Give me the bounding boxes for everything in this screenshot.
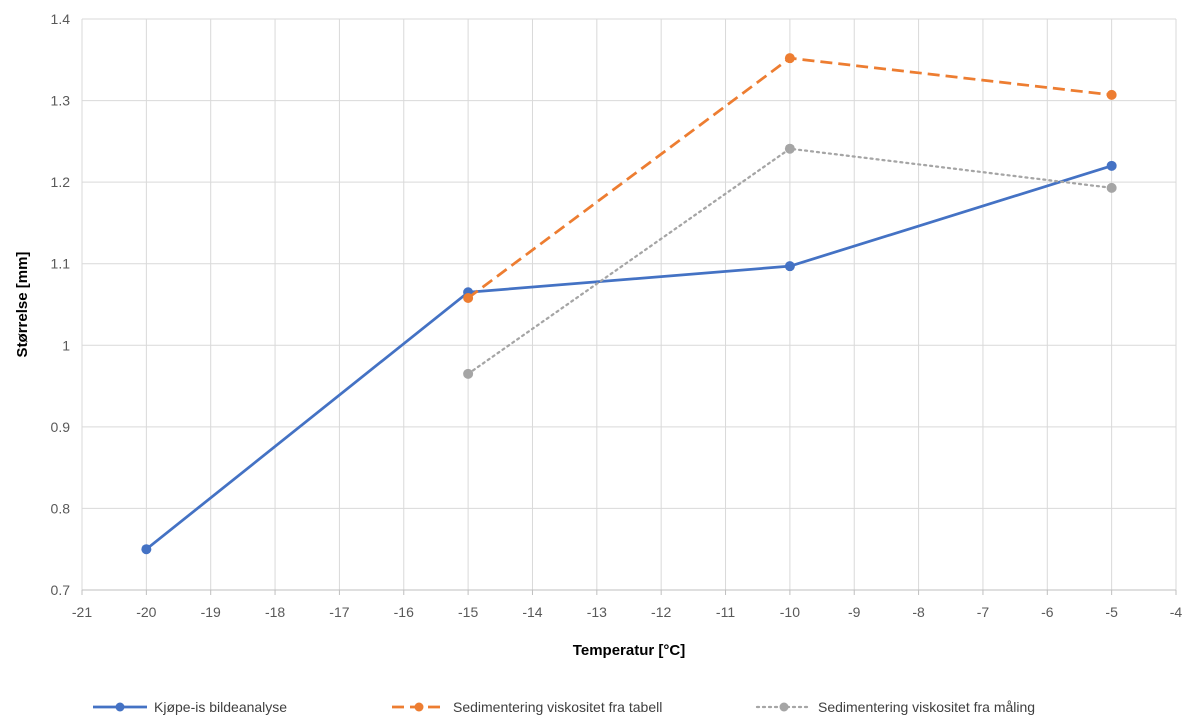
x-tick-label: -17 xyxy=(329,604,349,620)
y-tick-label: 1.1 xyxy=(51,256,71,272)
x-tick-label: -20 xyxy=(136,604,156,620)
x-tick-label: -14 xyxy=(522,604,542,620)
x-tick-label: -16 xyxy=(394,604,414,620)
y-tick-label: 1.3 xyxy=(51,93,71,109)
axes: -21 -20 -19 -18 -17 -16 -15 -14 -13 -12 -11 -10 -9 -8… xyxy=(51,11,1183,620)
y-tick-label: 1.4 xyxy=(51,11,71,27)
x-tick-label: -19 xyxy=(201,604,221,620)
data-point xyxy=(1106,89,1117,100)
series xyxy=(141,53,1117,555)
legend-item: Sedimentering viskositet fra måling xyxy=(755,699,1035,715)
x-tick-label: -21 xyxy=(72,604,92,620)
legend: Kjøpe-is bildeanalyse Sedimentering visko… xyxy=(93,699,1035,715)
legend-item: Kjøpe-is bildeanalyse xyxy=(93,699,287,715)
legend-label: Kjøpe-is bildeanalyse xyxy=(154,699,287,715)
series-1 xyxy=(141,160,1117,555)
data-point xyxy=(463,292,474,303)
x-tick-label: -9 xyxy=(848,604,861,620)
series-line xyxy=(145,164,1113,551)
x-tick-label: -10 xyxy=(780,604,800,620)
legend-swatch-marker xyxy=(115,702,125,712)
x-tick-label: -5 xyxy=(1105,604,1118,620)
data-point xyxy=(141,544,152,555)
x-tick-label: -18 xyxy=(265,604,285,620)
legend-label: Sedimentering viskositet fra måling xyxy=(818,699,1035,715)
x-tick-label: -13 xyxy=(587,604,607,620)
data-point xyxy=(784,143,795,154)
x-tick-label: -6 xyxy=(1041,604,1054,620)
data-point xyxy=(784,53,795,64)
x-tick-label: -8 xyxy=(912,604,925,620)
series-2 xyxy=(463,53,1117,303)
data-point xyxy=(1106,182,1117,193)
series-3 xyxy=(463,143,1117,379)
y-axis-title: Størrelse [mm] xyxy=(14,252,31,358)
x-tick-label: -11 xyxy=(716,604,735,620)
legend-swatch-marker xyxy=(779,702,789,712)
legend-item: Sedimentering viskositet fra tabell xyxy=(392,699,662,715)
data-point xyxy=(463,368,474,379)
y-tick-label: 0.7 xyxy=(51,582,71,598)
y-tick-label: 1.2 xyxy=(51,174,71,190)
data-point xyxy=(784,261,795,272)
grid xyxy=(81,18,1177,591)
y-tick-label: 0.9 xyxy=(51,419,71,435)
legend-swatch-marker xyxy=(414,702,424,712)
x-tick-label: -15 xyxy=(458,604,478,620)
x-tick-label: -4 xyxy=(1170,604,1183,620)
data-point xyxy=(1106,160,1117,171)
y-tick-label: 0.8 xyxy=(51,500,71,516)
x-tick-label: -12 xyxy=(651,604,671,620)
legend-label: Sedimentering viskositet fra tabell xyxy=(453,699,662,715)
x-axis-title: Temperatur [°C] xyxy=(573,642,685,659)
y-tick-label: 1 xyxy=(62,337,70,353)
x-tick-label: -7 xyxy=(977,604,990,620)
